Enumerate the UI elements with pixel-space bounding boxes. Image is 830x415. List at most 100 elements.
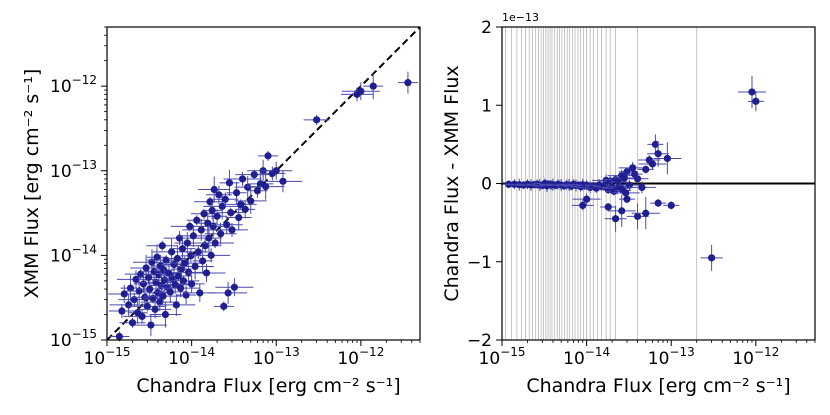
data-point: [142, 264, 150, 272]
data-point: [244, 183, 252, 191]
data-point: [125, 301, 133, 309]
x-tick-label: 10−15: [84, 345, 131, 369]
data-point: [137, 270, 145, 278]
y-tick-label: 10−13: [50, 158, 97, 182]
data-point: [210, 185, 218, 194]
data-point: [208, 206, 216, 215]
data-point: [128, 319, 137, 327]
data-point: [357, 87, 365, 95]
data-point: [232, 189, 241, 197]
x-tick-label: 10−14: [563, 345, 610, 369]
data-point: [186, 222, 194, 231]
y-tick-label: 10−12: [50, 73, 97, 97]
y-tick-label: −1: [467, 253, 492, 273]
data-point: [218, 202, 226, 210]
y-tick-label: 1: [481, 96, 492, 116]
data-point: [642, 165, 650, 174]
x-tick-label: 10−12: [337, 345, 384, 369]
data-point: [253, 187, 262, 195]
y-axis-label: XMM Flux [erg cm⁻² s⁻¹]: [21, 69, 43, 299]
data-point: [181, 259, 189, 267]
x-tick-label-exponent: −15: [105, 345, 130, 359]
data-point: [138, 312, 146, 321]
data-point: [264, 152, 272, 160]
data-point: [238, 175, 247, 183]
data-point: [620, 174, 629, 182]
data-point: [115, 332, 123, 341]
y-tick-label-exponent: −12: [72, 73, 97, 87]
data-point: [166, 288, 174, 296]
x-tick-label-exponent: −14: [585, 345, 610, 359]
y-tick-label-base: 10: [50, 77, 72, 97]
x-axis-label: Chandra Flux [erg cm⁻² s⁻¹]: [526, 375, 790, 397]
data-point: [223, 221, 231, 229]
data-point: [224, 289, 232, 297]
data-point: [183, 239, 191, 247]
y-tick-label: 10−14: [50, 242, 97, 266]
data-point: [132, 275, 140, 284]
data-point: [651, 140, 660, 148]
data-point: [171, 281, 179, 289]
y-tick-label-exponent: −14: [72, 242, 97, 256]
data-point: [404, 79, 412, 87]
data-point: [213, 212, 221, 220]
data-point: [220, 302, 228, 310]
y-tick-label: −2: [467, 331, 492, 351]
data-point: [174, 272, 183, 280]
x-tick-label-base: 10: [253, 349, 275, 369]
data-point: [748, 88, 756, 96]
data-point: [625, 181, 633, 189]
data-point: [279, 177, 287, 185]
data-point: [187, 252, 195, 260]
x-tick-label-base: 10: [337, 349, 359, 369]
x-tick-label: 10−15: [479, 345, 526, 369]
data-point: [178, 245, 187, 253]
data-point: [629, 164, 637, 172]
data-point: [648, 160, 657, 168]
data-point: [633, 212, 642, 220]
data-point: [654, 150, 662, 158]
data-point: [196, 289, 204, 297]
data-point: [237, 200, 245, 209]
data-point: [177, 265, 186, 273]
data-point: [188, 280, 196, 288]
data-point: [130, 296, 138, 304]
data-point: [120, 290, 128, 298]
data-point: [205, 234, 213, 242]
data-point: [167, 248, 176, 256]
x-tick-label-base: 10: [732, 349, 754, 369]
data-point: [200, 210, 208, 218]
x-tick-label-exponent: −13: [669, 345, 694, 359]
x-tick-label-exponent: −14: [190, 345, 215, 359]
x-tick-label: 10−13: [253, 345, 300, 369]
data-point: [194, 248, 202, 256]
data-point: [156, 298, 164, 306]
data-point: [216, 230, 225, 238]
x-tick-label-base: 10: [168, 349, 190, 369]
data-point: [225, 179, 234, 187]
data-point: [623, 168, 631, 176]
data-point: [207, 251, 215, 259]
data-point: [144, 273, 153, 281]
y-tick-label-base: 10: [50, 246, 72, 266]
data-point: [165, 269, 173, 278]
data-point: [313, 116, 321, 124]
data-point: [642, 209, 650, 217]
data-point: [143, 302, 151, 310]
data-point: [146, 285, 154, 293]
data-point: [118, 307, 126, 315]
data-point: [235, 213, 243, 222]
data-point: [618, 207, 626, 215]
y-tick-label-exponent: −13: [72, 158, 97, 172]
data-point: [204, 219, 212, 227]
data-point: [162, 256, 170, 264]
data-point: [172, 301, 180, 309]
data-point: [202, 269, 211, 277]
data-point: [173, 254, 182, 263]
data-point: [622, 189, 630, 197]
data-point: [170, 260, 178, 269]
data-point: [209, 222, 217, 231]
data-point: [272, 167, 280, 175]
data-point: [160, 266, 168, 274]
